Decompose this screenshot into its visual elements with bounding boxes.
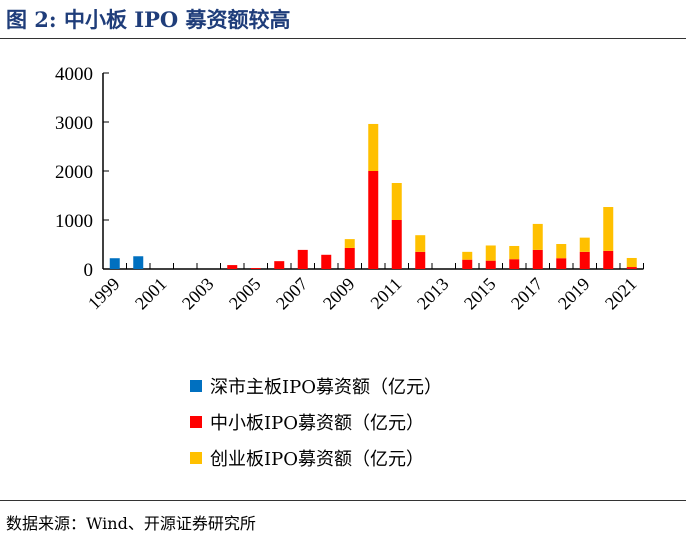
top-divider <box>0 38 686 39</box>
bar-2020 <box>603 207 614 251</box>
x-tick-label: 2011 <box>366 274 405 313</box>
legend-swatch <box>190 380 202 392</box>
legend-swatch <box>190 452 202 464</box>
x-tick-label: 2003 <box>178 274 218 314</box>
bar-2011 <box>391 220 402 269</box>
legend-label: 深市主板IPO募资额（亿元） <box>210 377 442 398</box>
bar-2006 <box>274 261 285 269</box>
bottom-divider <box>0 500 686 501</box>
figure-title: 图 2: 中小板 IPO 募资额较高 <box>6 7 291 32</box>
legend-item: 深市主板IPO募资额（亿元） <box>190 373 442 399</box>
bar-2010 <box>368 123 379 171</box>
y-tick-label: 2000 <box>55 162 93 183</box>
y-tick-label: 3000 <box>55 113 93 134</box>
bar-2007 <box>297 249 308 269</box>
bar-2012 <box>415 235 426 252</box>
bar-2016 <box>509 259 520 269</box>
bar-2014 <box>462 259 473 269</box>
bar-2008 <box>321 254 332 269</box>
legend-item: 创业板IPO募资额（亿元） <box>190 445 424 471</box>
bar-2000 <box>133 256 144 269</box>
x-tick-label: 2001 <box>131 274 171 314</box>
bar-2018 <box>556 258 567 269</box>
bar-2015 <box>485 260 496 269</box>
bar-2018 <box>556 244 567 259</box>
x-tick-label: 2009 <box>319 274 359 314</box>
bar-2020 <box>603 250 614 269</box>
y-tick-label: 1000 <box>55 211 93 232</box>
bar-2009 <box>344 239 355 248</box>
bar-2004 <box>227 265 238 269</box>
bar-2019 <box>579 237 590 252</box>
x-tick-label: 2007 <box>272 274 312 314</box>
bar-2016 <box>509 245 520 260</box>
bar-2017 <box>532 223 543 250</box>
bar-2019 <box>579 251 590 269</box>
bar-2017 <box>532 249 543 269</box>
source-note: 数据来源：Wind、开源证券研究所 <box>6 514 256 533</box>
bar-1999 <box>109 258 120 269</box>
bar-2005 <box>250 268 261 269</box>
y-tick-label: 0 <box>84 260 94 281</box>
x-tick-label: 2005 <box>225 274 265 314</box>
x-tick-label: 2019 <box>554 274 594 314</box>
x-tick-label: 2021 <box>601 274 641 314</box>
x-tick-label: 2013 <box>413 274 453 314</box>
bar-2009 <box>344 247 355 269</box>
bar-2021 <box>626 267 637 269</box>
bar-2011 <box>391 183 402 220</box>
bar-2015 <box>485 245 496 261</box>
legend-item: 中小板IPO募资额（亿元） <box>190 409 424 435</box>
legend-label: 中小板IPO募资额（亿元） <box>210 413 424 434</box>
legend-label: 创业板IPO募资额（亿元） <box>210 449 424 470</box>
bar-2010 <box>368 171 379 269</box>
x-tick-label: 2017 <box>507 274 547 314</box>
legend-swatch <box>190 416 202 428</box>
bar-2021 <box>626 257 637 268</box>
y-tick-label: 4000 <box>55 64 93 85</box>
bar-2012 <box>415 251 426 269</box>
bar-2014 <box>462 251 473 260</box>
x-tick-label: 2015 <box>460 274 500 314</box>
